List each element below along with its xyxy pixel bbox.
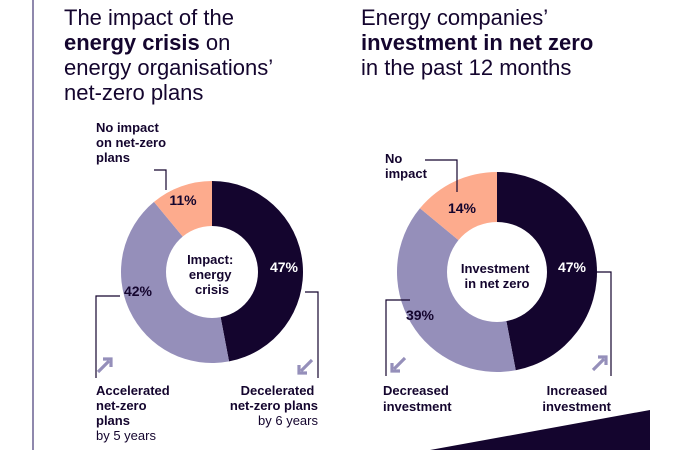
chart2-title-line1: Energy companies’ bbox=[361, 5, 549, 30]
donut-hole bbox=[166, 226, 258, 318]
chart2-increased-label: Increased investment bbox=[542, 383, 611, 414]
chart2-title: Energy companies’ investment in net zero… bbox=[361, 5, 671, 80]
chart1-no-impact-leader bbox=[154, 169, 167, 190]
chart1-accelerated-leader bbox=[95, 295, 120, 378]
chart2-donut: 47% 39% 14% bbox=[397, 172, 597, 373]
slice-value-label: 14% bbox=[448, 200, 477, 216]
chart2-increased-leader bbox=[596, 271, 612, 376]
chart1-title-line3: energy organisations’ bbox=[64, 55, 274, 80]
arrow-up-right-icon bbox=[591, 355, 608, 372]
chart2-title-line3: in the past 12 months bbox=[361, 55, 572, 80]
slice-value-label: 11% bbox=[169, 192, 197, 208]
chart2-no-impact-label: No impact bbox=[385, 151, 428, 181]
donut-slice bbox=[497, 172, 597, 371]
chart1-accelerated-label: Accelerated net-zero plans bbox=[96, 383, 173, 428]
chart2-decreased-leader bbox=[385, 299, 410, 376]
chart1-title-line1: The impact of the bbox=[64, 5, 234, 30]
slice-value-label: 39% bbox=[406, 307, 435, 323]
chart2-center-label: Investment in net zero bbox=[461, 261, 533, 291]
decorative-wedge bbox=[430, 410, 650, 450]
arrow-down-left-icon bbox=[297, 358, 314, 375]
chart1-decelerated-note: by 6 years bbox=[258, 413, 318, 428]
chart1-no-impact-label: No impact on net-zero plans bbox=[96, 120, 170, 165]
chart2-decreased-label: Decreased investment bbox=[383, 383, 452, 414]
arrow-up-right-icon bbox=[96, 357, 113, 374]
slice-value-label: 42% bbox=[124, 283, 153, 299]
chart1-decelerated-label: Decelerated net-zero plans bbox=[230, 383, 318, 413]
arrow-down-left-icon bbox=[390, 356, 407, 373]
chart1-decelerated-leader bbox=[305, 291, 319, 378]
chart2-no-impact-leader bbox=[425, 159, 458, 192]
slice-value-label: 47% bbox=[558, 259, 587, 275]
chart1-accelerated-note: by 5 years bbox=[96, 428, 156, 443]
chart1-title-bold: energy crisis bbox=[64, 30, 200, 55]
chart1-title: The impact of the energy crisis on energ… bbox=[64, 5, 344, 105]
chart1-title-post: on bbox=[199, 30, 231, 55]
chart2-title-bold: investment in net zero bbox=[361, 30, 594, 55]
left-margin-rule bbox=[32, 0, 34, 450]
chart1-donut: 47% 42% 11% bbox=[120, 181, 304, 363]
slice-value-label: 47% bbox=[270, 259, 299, 275]
chart1-center-label: Impact: energy crisis bbox=[187, 252, 237, 297]
chart1-title-line4: net-zero plans bbox=[64, 80, 204, 105]
donut-hole bbox=[447, 222, 547, 322]
